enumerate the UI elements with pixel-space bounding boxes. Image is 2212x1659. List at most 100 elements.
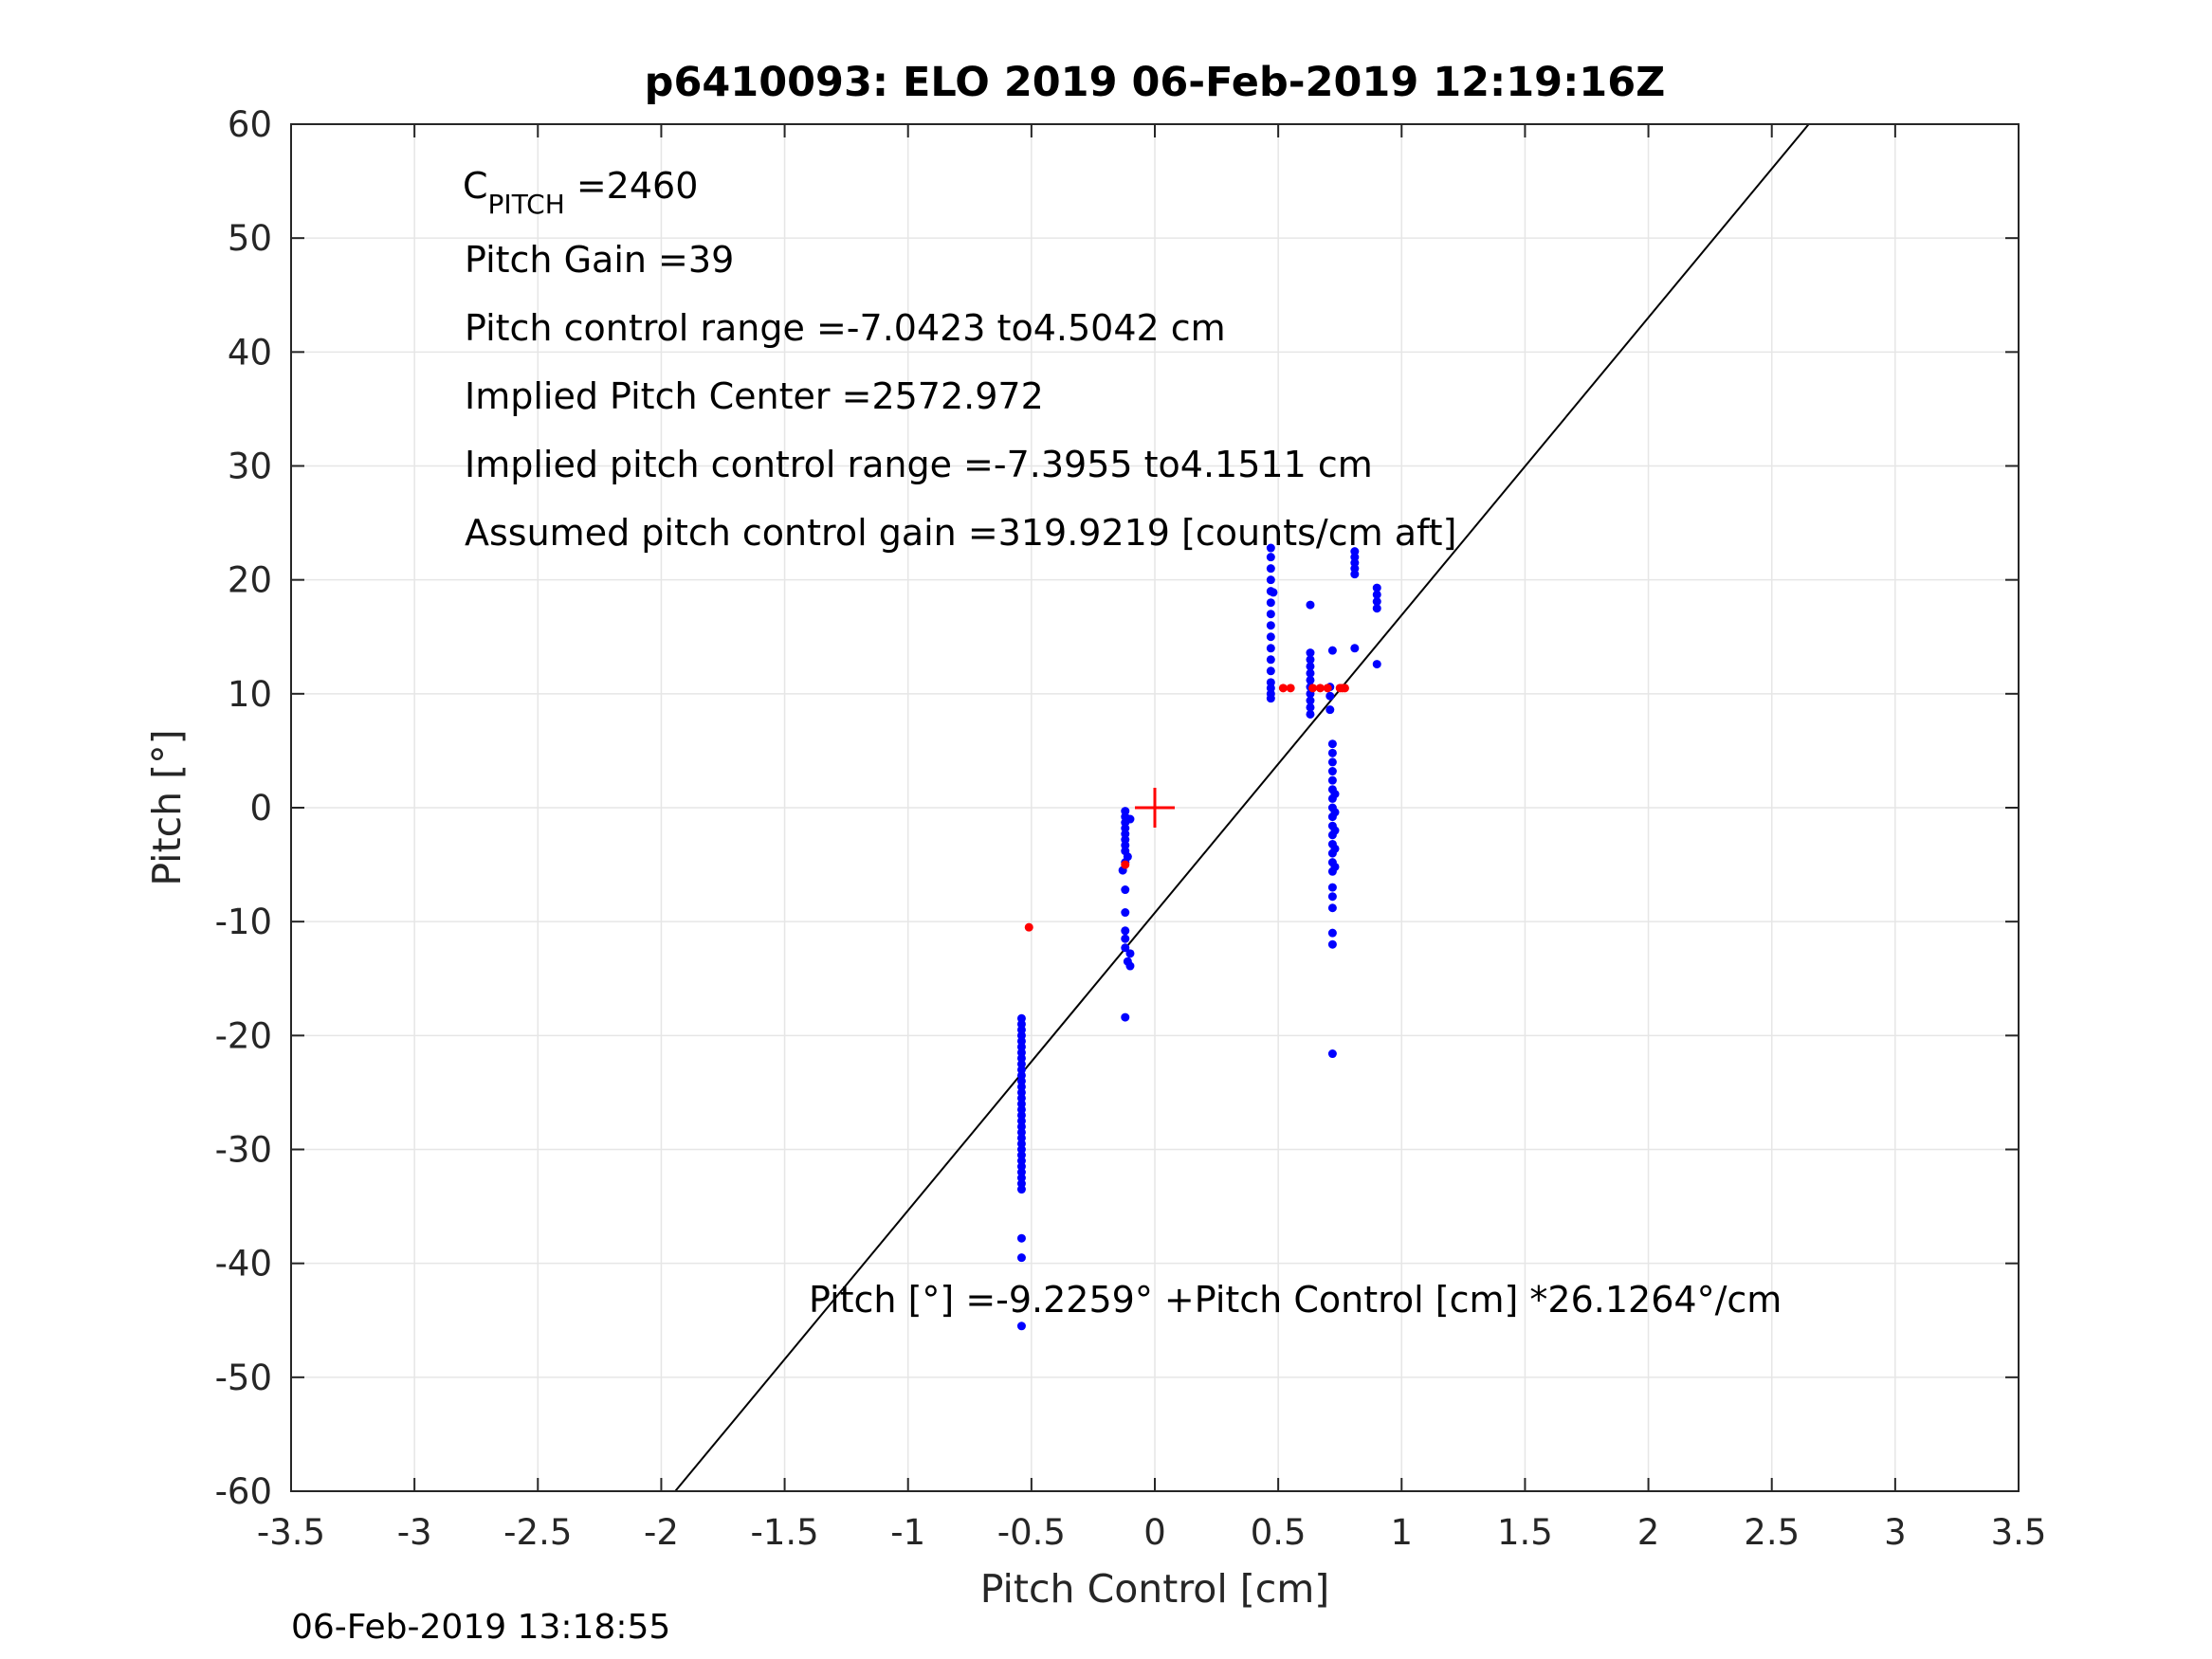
x-tick-label: -1 xyxy=(890,1512,925,1553)
data-point xyxy=(1327,939,1337,949)
data-point xyxy=(1327,767,1337,776)
data-point xyxy=(1372,596,1381,606)
annotation-line: Assumed pitch control gain =319.9219 [co… xyxy=(465,512,1456,554)
chart-title: p6410093: ELO 2019 06-Feb-2019 12:19:16Z xyxy=(645,59,1666,106)
data-point xyxy=(1306,662,1315,671)
annotation-line: Pitch control range =-7.0423 to4.5042 cm xyxy=(465,307,1226,349)
y-tick-label: 50 xyxy=(228,218,272,259)
data-point xyxy=(1325,691,1335,701)
x-tick-label: 0.5 xyxy=(1251,1512,1307,1553)
data-point xyxy=(1121,1012,1130,1022)
data-point xyxy=(1350,570,1360,579)
y-tick-label: 30 xyxy=(228,447,272,487)
data-point xyxy=(1372,583,1381,592)
data-point xyxy=(1330,808,1340,817)
y-tick-label: 10 xyxy=(228,674,272,715)
data-point xyxy=(1327,892,1337,902)
x-tick-label: 0 xyxy=(1143,1512,1166,1553)
cpitch-subscript: PITCH xyxy=(488,189,565,220)
data-point xyxy=(1372,604,1381,613)
annotation-line: Implied pitch control range =-7.3955 to4… xyxy=(465,444,1373,485)
data-point xyxy=(1016,1253,1026,1263)
fit-line xyxy=(674,123,1810,1492)
data-point xyxy=(1306,655,1315,665)
fit-line-group xyxy=(674,123,1810,1492)
data-point xyxy=(1125,814,1135,824)
data-point xyxy=(1330,844,1340,853)
y-tick-label: -30 xyxy=(215,1130,272,1171)
data-point xyxy=(1266,621,1275,630)
data-point xyxy=(1308,684,1318,693)
data-point xyxy=(1327,1049,1337,1059)
fit-equation: Pitch [°] =-9.2259° +Pitch Control [cm] … xyxy=(809,1279,1782,1321)
axis-ticks xyxy=(290,123,2020,1492)
data-point xyxy=(1121,908,1130,918)
data-point xyxy=(1350,644,1360,653)
data-point xyxy=(1306,675,1315,684)
x-tick-label: 1 xyxy=(1391,1512,1414,1553)
data-point xyxy=(1306,709,1315,719)
data-point xyxy=(1121,860,1130,869)
data-point xyxy=(1327,757,1337,767)
data-point xyxy=(1330,790,1340,799)
data-point xyxy=(1330,826,1340,835)
data-point xyxy=(1016,1322,1026,1331)
data-point xyxy=(1306,600,1315,610)
data-point xyxy=(1266,644,1275,653)
y-tick-label: -20 xyxy=(215,1015,272,1056)
y-tick-labels: -60 -50 -40 -30 -20 -10 0 10 20 30 40 50 60 xyxy=(215,104,272,1512)
x-tick-label: -3 xyxy=(397,1512,432,1553)
data-point xyxy=(1266,553,1275,562)
data-point xyxy=(1327,775,1337,785)
y-axis-label: Pitch [°] xyxy=(144,729,190,885)
data-point xyxy=(1327,883,1337,892)
cpitch-value: =2460 xyxy=(565,165,699,207)
center-marker-group xyxy=(1135,788,1175,828)
data-point xyxy=(1315,684,1325,693)
x-tick-label: 3 xyxy=(1884,1512,1907,1553)
data-point xyxy=(1266,632,1275,642)
data-point xyxy=(1325,705,1335,715)
x-axis-label: Pitch Control [cm] xyxy=(980,1566,1330,1612)
data-point xyxy=(1266,655,1275,665)
cpitch-main: C xyxy=(463,165,488,207)
y-tick-label: -40 xyxy=(215,1244,272,1285)
data-point xyxy=(1323,684,1332,693)
data-point xyxy=(1278,684,1288,693)
data-point xyxy=(1327,903,1337,913)
data-point xyxy=(1016,1233,1026,1243)
data-point xyxy=(1266,666,1275,676)
data-point xyxy=(1266,543,1275,553)
data-point xyxy=(1266,564,1275,574)
data-point xyxy=(1372,590,1381,599)
data-point xyxy=(1266,694,1275,703)
timestamp: 06-Feb-2019 13:18:55 xyxy=(291,1608,670,1647)
data-point xyxy=(1121,934,1130,943)
y-tick-label: -60 xyxy=(215,1471,272,1512)
x-tick-label: 3.5 xyxy=(1991,1512,2047,1553)
cpitch-annotation: CPITCH =2460 xyxy=(463,165,698,220)
y-tick-label: 40 xyxy=(228,332,272,373)
data-point xyxy=(1016,1185,1026,1194)
data-point xyxy=(1266,610,1275,619)
x-tick-label: -3.5 xyxy=(257,1512,325,1553)
data-point xyxy=(1327,739,1337,749)
data-point xyxy=(1306,668,1315,678)
x-tick-label: 2.5 xyxy=(1744,1512,1800,1553)
data-point xyxy=(1024,922,1033,932)
x-tick-label: 1.5 xyxy=(1497,1512,1553,1553)
data-point xyxy=(1125,961,1135,971)
y-tick-label: -50 xyxy=(215,1358,272,1398)
y-tick-label: 60 xyxy=(228,104,272,145)
data-point xyxy=(1269,588,1278,597)
data-point xyxy=(1286,684,1295,693)
data-point xyxy=(1340,684,1349,693)
data-point xyxy=(1266,575,1275,585)
annotation-line: Pitch Gain =39 xyxy=(465,239,734,281)
data-point xyxy=(1327,646,1337,655)
x-tick-label: -1.5 xyxy=(750,1512,818,1553)
x-tick-labels: -3.5 -3 -2.5 -2 -1.5 -1 -0.5 0 0.5 1 1.5 2 2.5 3 3.5 xyxy=(257,1512,2047,1553)
data-point xyxy=(1306,702,1315,712)
data-point xyxy=(1306,696,1315,705)
